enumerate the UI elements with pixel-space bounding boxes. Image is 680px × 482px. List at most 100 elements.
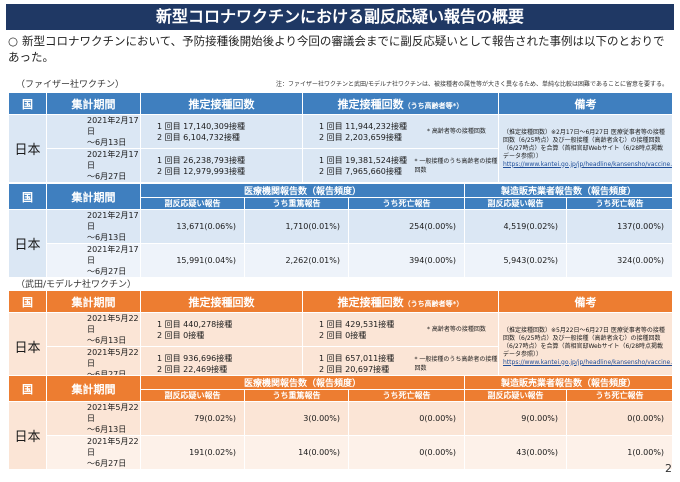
moderna-report-header-period: 集計期間 <box>46 375 141 402</box>
table-cell: 43(0.00%) <box>464 435 568 470</box>
dose-2: 2 回目 22,469接種 <box>157 364 228 374</box>
period-start: 2021年5月22日 <box>87 348 139 368</box>
moderna-report-row2-period: 2021年5月22日 ～6月27日 <box>46 435 141 470</box>
pfizer-report-header-suspected: 副反応疑い報告 <box>140 197 245 210</box>
moderna-header-remarks: 備考 <box>498 290 673 313</box>
pfizer-report-row2-period: 2021年2月17日 ～6月27日 <box>46 243 141 278</box>
table-cell: 191(0.02%) <box>140 435 245 470</box>
moderna-header-doses-elderly: 推定接種回数（うち高齢者等*） <box>302 290 499 313</box>
pfizer-report-header-period: 集計期間 <box>46 183 141 210</box>
moderna-report-header-suspected: 副反応疑い報告 <box>140 389 245 402</box>
moderna-report-row1-period: 2021年5月22日 ～6月13日 <box>46 401 141 436</box>
moderna-remarks: （推定接種回数）※5月22日～6月27日 医療従事者等の接種回数（6/25時点）… <box>498 312 673 381</box>
elderly-dose-2: 2 回目 7,965,660接種 <box>319 166 402 176</box>
pfizer-header-doses-elderly: 推定接種回数（うち高齢者等*） <box>302 92 499 115</box>
intro-paragraph: ○ 新型コロナワクチンにおいて、予防接種後開始後より今回の審議会までに副反応疑いと… <box>8 33 672 65</box>
pfizer-report-header-deaths: うち死亡報告 <box>347 197 466 210</box>
remark-text: （推定接種回数）※5月22日～6月27日 医療従事者等の接種回数（6/25時点）… <box>503 326 665 358</box>
table-cell: 0(0.00%) <box>566 401 674 436</box>
pfizer-reports-table: 国 集計期間 医療機関報告数（報告頻度） 製造販売業者報告数（報告頻度） 副反応… <box>8 183 674 278</box>
pfizer-section-label: （ファイザー社ワクチン） <box>16 80 125 90</box>
elderly-note: * 高齢者等の接種回数 <box>427 326 486 333</box>
moderna-doses-table: 国 集計期間 推定接種回数 推定接種回数（うち高齢者等*） 備考 日本 2021… <box>8 290 673 381</box>
remark-link[interactable]: https://www.kantei.go.jp/jp/headline/kan… <box>503 358 673 366</box>
moderna-report-header-medical: 医療機関報告数（報告頻度） <box>139 375 466 390</box>
moderna-row1-period: 2021年5月22日 ～6月13日 <box>46 312 141 347</box>
elderly-note: * 一般接種のうち高齢者の接種回数 <box>414 157 498 174</box>
page-title: 新型コロナワクチンにおける副反応疑い報告の概要 <box>6 4 674 30</box>
elderly-dose-1: 1 回目 11,944,232接種 <box>319 121 407 131</box>
pfizer-report-header-serious: うち重篤報告 <box>244 197 349 210</box>
table-cell: 79(0.02%) <box>140 401 245 436</box>
pfizer-report-header-country: 国 <box>8 183 47 210</box>
period-end: ～6月13日 <box>87 425 127 434</box>
remark-text: （推定接種回数）※2月17日～6月27日 医療従事者等の接種回数（6/25時点）… <box>503 128 665 160</box>
period-start: 2021年5月22日 <box>87 403 139 423</box>
moderna-row1-elderly: 1 回目 429,531接種 2 回目 0接種 * 高齢者等の接種回数 <box>302 312 499 347</box>
table-cell: 3(0.00%) <box>244 401 349 436</box>
moderna-report-header-manufacturer: 製造販売業者報告数（報告頻度） <box>464 375 674 390</box>
pfizer-header-doses-elderly-label: 推定接種回数 <box>337 97 404 111</box>
pfizer-doses-table: 国 集計期間 推定接種回数 推定接種回数（うち高齢者等*） 備考 日本 2021… <box>8 92 673 183</box>
pfizer-header-doses: 推定接種回数 <box>140 92 303 115</box>
pfizer-header-period: 集計期間 <box>46 92 141 115</box>
pfizer-row2-doses: 1 回目 26,238,793接種 2 回目 12,979,993接種 <box>140 148 303 183</box>
pfizer-row1-doses: 1 回目 17,140,309接種 2 回目 6,104,732接種 <box>140 114 303 149</box>
moderna-header-doses: 推定接種回数 <box>140 290 303 313</box>
dose-2: 2 回目 12,979,993接種 <box>157 166 245 176</box>
period-end: ～6月13日 <box>87 233 127 242</box>
remark-link[interactable]: https://www.kantei.go.jp/jp/headline/kan… <box>503 160 673 168</box>
period-end: ～6月27日 <box>87 267 127 276</box>
moderna-reports-table: 国 集計期間 医療機関報告数（報告頻度） 製造販売業者報告数（報告頻度） 副反応… <box>8 375 674 470</box>
pfizer-header-remarks: 備考 <box>498 92 673 115</box>
pfizer-header-country: 国 <box>8 92 47 115</box>
page-number: 2 <box>665 462 672 475</box>
table-cell: 5,943(0.02%) <box>464 243 568 278</box>
pfizer-report-header-mfr-suspected: 副反応疑い報告 <box>464 197 568 210</box>
period-end: ～6月13日 <box>87 336 127 345</box>
pfizer-report-row1-period: 2021年2月17日 ～6月13日 <box>46 209 141 244</box>
comparison-footnote: 注：ファイザー社ワクチンと武田/モデルナ社ワクチンは、被接種者の属性等が大きく異… <box>276 81 668 88</box>
pfizer-report-country: 日本 <box>8 209 47 278</box>
dose-1: 1 回目 440,278接種 <box>157 319 233 329</box>
intro-bullet: ○ <box>8 34 19 48</box>
moderna-country: 日本 <box>8 312 47 381</box>
moderna-report-country: 日本 <box>8 401 47 470</box>
dose-1: 1 回目 936,696接種 <box>157 353 233 363</box>
table-cell: 14(0.00%) <box>244 435 349 470</box>
pfizer-report-header-mfr-deaths: うち死亡報告 <box>566 197 674 210</box>
pfizer-row1-elderly: 1 回目 11,944,232接種 2 回目 2,203,659接種 * 高齢者等… <box>302 114 499 149</box>
table-cell: 9(0.00%) <box>464 401 568 436</box>
period-start: 2021年2月17日 <box>87 245 139 265</box>
elderly-dose-1: 1 回目 429,531接種 <box>319 319 395 329</box>
period-start: 2021年2月17日 <box>87 211 139 231</box>
moderna-report-header-mfr-suspected: 副反応疑い報告 <box>464 389 568 402</box>
period-end: ～6月13日 <box>87 138 127 147</box>
elderly-dose-2: 2 回目 0接種 <box>319 330 367 340</box>
dose-1: 1 回目 26,238,793接種 <box>157 155 245 165</box>
elderly-dose-2: 2 回目 2,203,659接種 <box>319 132 402 142</box>
moderna-report-header-country: 国 <box>8 375 47 402</box>
elderly-note: * 高齢者等の接種回数 <box>427 128 486 135</box>
table-cell: 1,710(0.01%) <box>244 209 349 244</box>
dose-2: 2 回目 0接種 <box>157 330 205 340</box>
period-start: 2021年5月22日 <box>87 437 139 457</box>
pfizer-row2-period: 2021年2月17日 ～6月27日 <box>46 148 141 183</box>
moderna-section-label: （武田/モデルナ社ワクチン） <box>16 280 137 290</box>
period-end: ～6月27日 <box>87 370 127 379</box>
table-cell: 0(0.00%) <box>347 401 466 436</box>
intro-text: 新型コロナワクチンにおいて、予防接種後開始後より今回の審議会までに副反応疑いとし… <box>8 34 665 64</box>
period-start: 2021年2月17日 <box>87 116 139 136</box>
moderna-header-period: 集計期間 <box>46 290 141 313</box>
pfizer-row1-period: 2021年2月17日 ～6月13日 <box>46 114 141 149</box>
pfizer-report-header-medical: 医療機関報告数（報告頻度） <box>139 183 466 198</box>
table-cell: 4,519(0.02%) <box>464 209 568 244</box>
table-cell: 0(0.00%) <box>347 435 466 470</box>
moderna-header-country: 国 <box>8 290 47 313</box>
table-cell: 15,991(0.04%) <box>140 243 245 278</box>
moderna-report-header-serious: うち重篤報告 <box>244 389 349 402</box>
table-cell: 394(0.00%) <box>347 243 466 278</box>
period-end: ～6月27日 <box>87 459 127 468</box>
period-start: 2021年2月17日 <box>87 150 139 170</box>
moderna-header-elderly-suffix: （うち高齢者等*） <box>403 299 464 308</box>
